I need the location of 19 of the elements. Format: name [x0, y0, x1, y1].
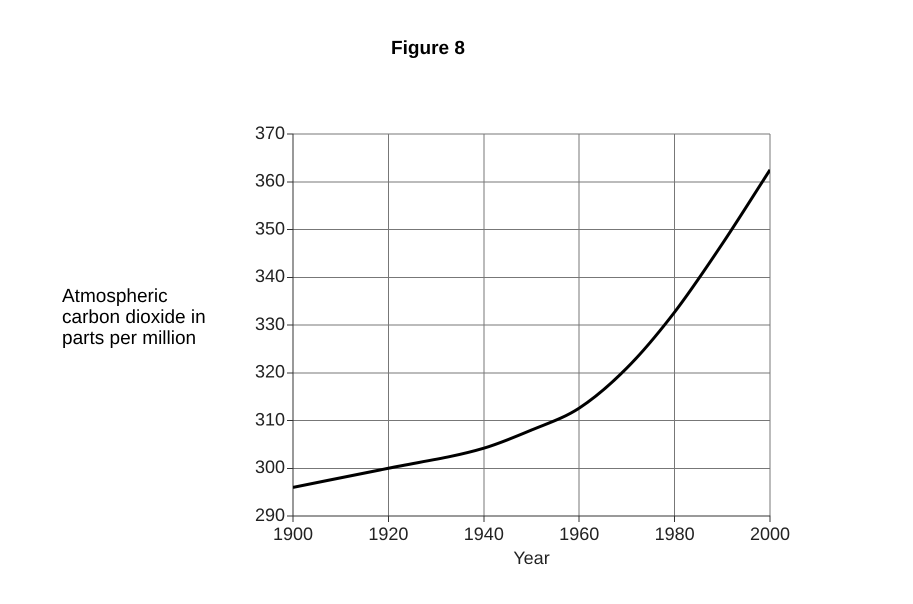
- y-tick-label: 340: [254, 266, 285, 286]
- x-tick-label: 1980: [654, 524, 695, 544]
- x-axis-title: Year: [513, 548, 550, 568]
- x-tick-label: 1900: [272, 524, 314, 544]
- y-tick-label: 360: [254, 170, 285, 191]
- y-tick-label: 310: [254, 409, 285, 430]
- y-axis-title: Atmospheric carbon dioxide in parts per million: [62, 286, 207, 349]
- x-tick-label: 2000: [750, 524, 790, 544]
- x-tick-label: 1960: [559, 524, 600, 544]
- y-tick-label: 300: [254, 457, 285, 478]
- x-tick-label: 1920: [368, 524, 408, 544]
- y-tick-label: 350: [254, 218, 285, 238]
- x-tick-label: 1940: [464, 524, 504, 544]
- line-series: [293, 168, 770, 489]
- y-tick-label: 290: [254, 504, 285, 525]
- chart-title: Figure 8: [390, 38, 466, 60]
- y-tick-label: 330: [254, 314, 285, 334]
- y-tick-label: 320: [254, 362, 285, 382]
- y-tick-label: 370: [254, 122, 285, 143]
